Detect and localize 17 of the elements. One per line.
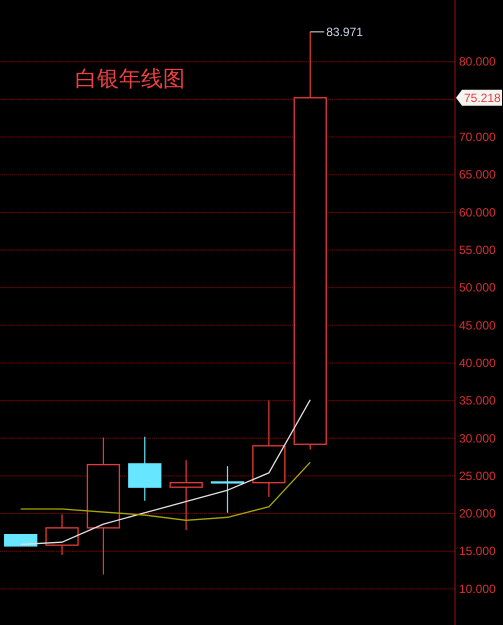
line-series (20, 462, 311, 521)
y-tick-label: 80.000 (459, 54, 496, 69)
y-tick-label: 40.000 (459, 356, 496, 370)
annotation: 83.971 (326, 24, 364, 39)
y-tick-label: 35.000 (459, 394, 496, 408)
y-tick-label: 20.000 (459, 506, 496, 521)
y-tick-label: 55.000 (459, 243, 496, 257)
y-tick-label: 15.000 (459, 544, 496, 558)
y-tick-label: 50.000 (459, 280, 496, 295)
y-tick-label: 60.000 (459, 205, 496, 220)
y-tick-label: 70.000 (459, 130, 496, 144)
y-tick-label: 45.000 (459, 318, 496, 332)
y-tick-label: 10.000 (459, 582, 496, 596)
y-tick-label: 25.000 (459, 468, 496, 483)
y-tick-label: 65.000 (459, 168, 496, 182)
text: 白银年线图 (75, 67, 185, 92)
y-tick-label: 30.000 (459, 431, 496, 446)
